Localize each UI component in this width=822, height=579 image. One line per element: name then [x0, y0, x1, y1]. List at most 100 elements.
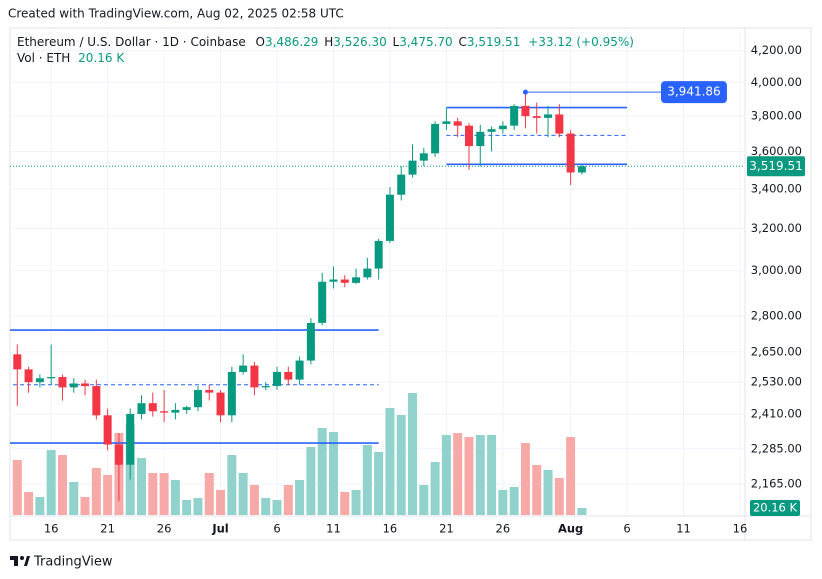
volume-bar — [137, 458, 147, 515]
tradingview-logo — [10, 556, 30, 566]
candle-body — [374, 240, 383, 269]
candle-body — [510, 105, 519, 126]
candle-body — [250, 365, 259, 388]
volume-bar — [385, 408, 395, 515]
volume-bar — [204, 473, 214, 515]
candle-body — [58, 377, 67, 388]
candle-body — [532, 116, 541, 118]
created-note: Created with TradingView.com, Aug 02, 20… — [8, 7, 344, 21]
y-tick-label: 3,200.00 — [751, 221, 802, 235]
volume-bar — [577, 508, 587, 515]
candle-body — [13, 354, 22, 370]
candle-body — [35, 378, 44, 383]
volume-bar — [193, 498, 203, 515]
volume-bar — [283, 485, 293, 515]
y-tick-label: 3,400.00 — [751, 181, 802, 195]
volume-bar — [419, 485, 429, 515]
legend-header: Ethereum / U.S. Dollar · 1D · Coinbase O… — [17, 35, 634, 49]
candle-body — [47, 377, 56, 379]
candle-body — [216, 392, 225, 416]
volume-bar — [340, 492, 350, 515]
volume-bar — [441, 435, 451, 515]
symbol: Ethereum / U.S. Dollar · 1D · Coinbase — [17, 35, 246, 49]
volume-bar — [91, 468, 101, 515]
volume-bar — [148, 473, 158, 515]
volume-bar — [554, 478, 564, 515]
candle-body — [306, 322, 315, 361]
candle-body — [487, 129, 496, 132]
candle-body — [566, 133, 575, 173]
volume-bar — [57, 455, 67, 515]
volume-name: Vol · ETH — [17, 51, 70, 65]
candle-body — [363, 268, 372, 278]
volume-badge-label: 20.16 K — [753, 501, 798, 515]
volume-bar — [487, 435, 497, 515]
volume-bar — [532, 465, 542, 515]
ohlc-value: 3,519.51 — [467, 35, 520, 49]
frame — [9, 27, 812, 541]
y-tick-label: 2,165.00 — [751, 477, 802, 491]
overlay: 4,200.00 4,000.00 3,800.00 3,600.00 3,400.00… — [10, 43, 805, 536]
candle-body — [419, 153, 428, 161]
marker-badge — [660, 81, 727, 104]
volume-bar — [566, 437, 576, 515]
candle-body — [103, 415, 112, 445]
candle-body — [148, 403, 157, 412]
volume-bar — [170, 480, 180, 515]
x-tick-label: 21 — [100, 522, 115, 536]
y-tick-label: 3,600.00 — [751, 144, 802, 158]
volume-bar — [295, 480, 305, 515]
candle-body — [498, 125, 507, 130]
marker-point — [522, 89, 528, 95]
candle-body — [205, 389, 214, 393]
y-tick-label: 3,800.00 — [751, 109, 802, 123]
y-tick-label: 3,000.00 — [751, 263, 802, 277]
ohlc-key: L — [393, 35, 400, 49]
x-tick-label: 6 — [623, 522, 630, 536]
volume-badge — [750, 500, 800, 516]
candle-body — [24, 369, 33, 383]
volume-bar — [475, 435, 485, 515]
volume-bar — [520, 443, 530, 515]
candle-body — [227, 371, 236, 416]
y-tick-label: 4,000.00 — [751, 75, 802, 89]
candle-body — [521, 105, 530, 117]
volume-bar — [35, 497, 45, 515]
x-tick-label: 11 — [326, 522, 341, 536]
x-tick-label: Aug — [558, 522, 583, 536]
candle-body — [171, 409, 180, 413]
candle-body — [160, 411, 169, 413]
x-tick-label: 16 — [383, 522, 398, 536]
volume-bar — [46, 450, 56, 515]
volume-legend: Vol · ETH 20.16 K — [17, 51, 125, 65]
candle-body — [352, 277, 361, 283]
candle-body — [544, 114, 553, 118]
y-tick-label: 2,530.00 — [751, 375, 802, 389]
current-price-label: 3,519.51 — [749, 159, 802, 173]
candle-body — [193, 389, 202, 408]
plot — [10, 92, 628, 515]
candle-body — [182, 407, 191, 410]
candle-body — [464, 125, 473, 147]
footer-brand: TradingView — [33, 555, 113, 570]
candle-body — [385, 194, 394, 241]
ohlc-key: C — [459, 35, 467, 49]
volume-bar — [374, 452, 384, 515]
ohlc-key: O — [256, 35, 265, 49]
volume-bar — [396, 415, 406, 515]
candle-body — [431, 123, 440, 154]
y-tick-label: 2,800.00 — [751, 308, 802, 322]
x-tick-label: 26 — [496, 522, 511, 536]
volume-bar — [80, 497, 90, 515]
volume-bar — [12, 460, 22, 515]
volume-bar — [238, 473, 248, 515]
volume-bar — [430, 462, 440, 515]
volume-value: 20.16 K — [78, 51, 125, 65]
candle-body — [397, 174, 406, 195]
x-tick-label: 16 — [733, 522, 748, 536]
candle-body — [318, 281, 327, 323]
volume-bar — [261, 498, 271, 515]
candle-body — [239, 365, 248, 372]
candle-body — [137, 403, 146, 414]
candle-body — [273, 371, 282, 387]
